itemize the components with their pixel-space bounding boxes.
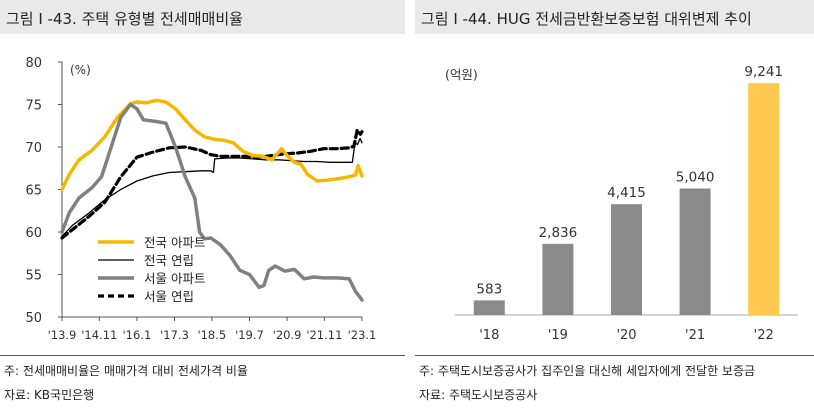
right-note: 주: 주택도시보증공사가 집주인을 대신해 세입자에게 전달한 보증금 xyxy=(419,364,756,378)
x-tick-label: '22 xyxy=(754,328,774,343)
bar-value-label: 2,836 xyxy=(539,225,578,241)
series-line xyxy=(61,137,363,237)
right-note-divider xyxy=(415,355,814,356)
left-note-divider xyxy=(0,355,405,356)
bar xyxy=(473,300,505,315)
y-tick-label: 50 xyxy=(25,311,42,326)
bar xyxy=(542,243,574,315)
left-source: 자료: KB국민은행 xyxy=(4,388,95,402)
series-line xyxy=(60,98,364,192)
x-tick-label: '21.11 xyxy=(306,328,342,342)
bar-value-label: 583 xyxy=(476,281,502,297)
x-tick-label: '18 xyxy=(479,328,499,343)
y-tick-label: 70 xyxy=(25,141,42,156)
bar-value-label: 4,415 xyxy=(607,185,646,201)
x-tick-label: '21 xyxy=(685,328,705,343)
y-axis-unit: (억원) xyxy=(445,67,478,82)
bar xyxy=(748,83,780,315)
left-note: 주: 전세매매비율은 매매가격 대비 전세가격 비율 xyxy=(4,364,248,378)
x-tick-label: '17.3 xyxy=(160,328,189,342)
y-tick-label: 75 xyxy=(25,99,42,114)
x-tick-label: '19.7 xyxy=(235,328,264,342)
y-tick-label: 80 xyxy=(25,56,42,71)
right-source: 자료: 주택도시보증공사 xyxy=(419,388,538,402)
y-tick-label: 65 xyxy=(25,184,42,199)
series-line xyxy=(60,128,364,240)
x-tick-label: '16.1 xyxy=(123,328,152,342)
y-tick-label: 55 xyxy=(25,269,42,284)
legend-label: 서울 아파트 xyxy=(144,271,205,286)
left-chart-title: 그림 Ⅰ -43. 주택 유형별 전세매매비율 xyxy=(6,10,243,28)
bar-value-label: 9,241 xyxy=(744,64,783,80)
bar xyxy=(679,188,711,315)
x-tick-label: '18.5 xyxy=(197,328,226,342)
x-tick-label: '20.9 xyxy=(273,328,302,342)
left-title-bar: 그림 Ⅰ -43. 주택 유형별 전세매매비율 xyxy=(0,0,405,34)
y-tick-label: 60 xyxy=(25,226,42,241)
x-tick-label: '14.11 xyxy=(81,328,117,342)
legend-label: 전국 연립 xyxy=(144,253,194,268)
right-title-bar: 그림 Ⅰ -44. HUG 전세금반환보증보험 대위변제 추이 xyxy=(415,0,814,34)
x-tick-label: '13.9 xyxy=(48,328,77,342)
legend-label: 서울 연립 xyxy=(144,289,194,304)
bar-chart: (억원) 583 '18 2,836 '19 4,415 '20 5,040 '21 9,241 '… xyxy=(445,64,798,343)
bar xyxy=(611,204,642,315)
bar-value-label: 5,040 xyxy=(676,169,715,185)
right-panel: 그림 Ⅰ -44. HUG 전세금반환보증보험 대위변제 추이 (억원) 583 '… xyxy=(415,0,814,413)
x-tick-label: '20 xyxy=(616,328,636,343)
left-panel: 그림 Ⅰ -43. 주택 유형별 전세매매비율 50 55 60 65 70 75 80 (%… xyxy=(0,0,405,413)
right-chart-title: 그림 Ⅰ -44. HUG 전세금반환보증보험 대위변제 추이 xyxy=(421,10,752,28)
x-tick-label: '19 xyxy=(548,328,568,343)
legend-label: 전국 아파트 xyxy=(144,235,205,250)
series-line xyxy=(60,102,364,302)
x-tick-label: '23.1 xyxy=(348,328,377,342)
line-chart: 50 55 60 65 70 75 80 (%) '13.9 '14.11 '16.1 '17.3 '1… xyxy=(25,56,377,342)
y-axis-unit: (%) xyxy=(70,63,91,77)
